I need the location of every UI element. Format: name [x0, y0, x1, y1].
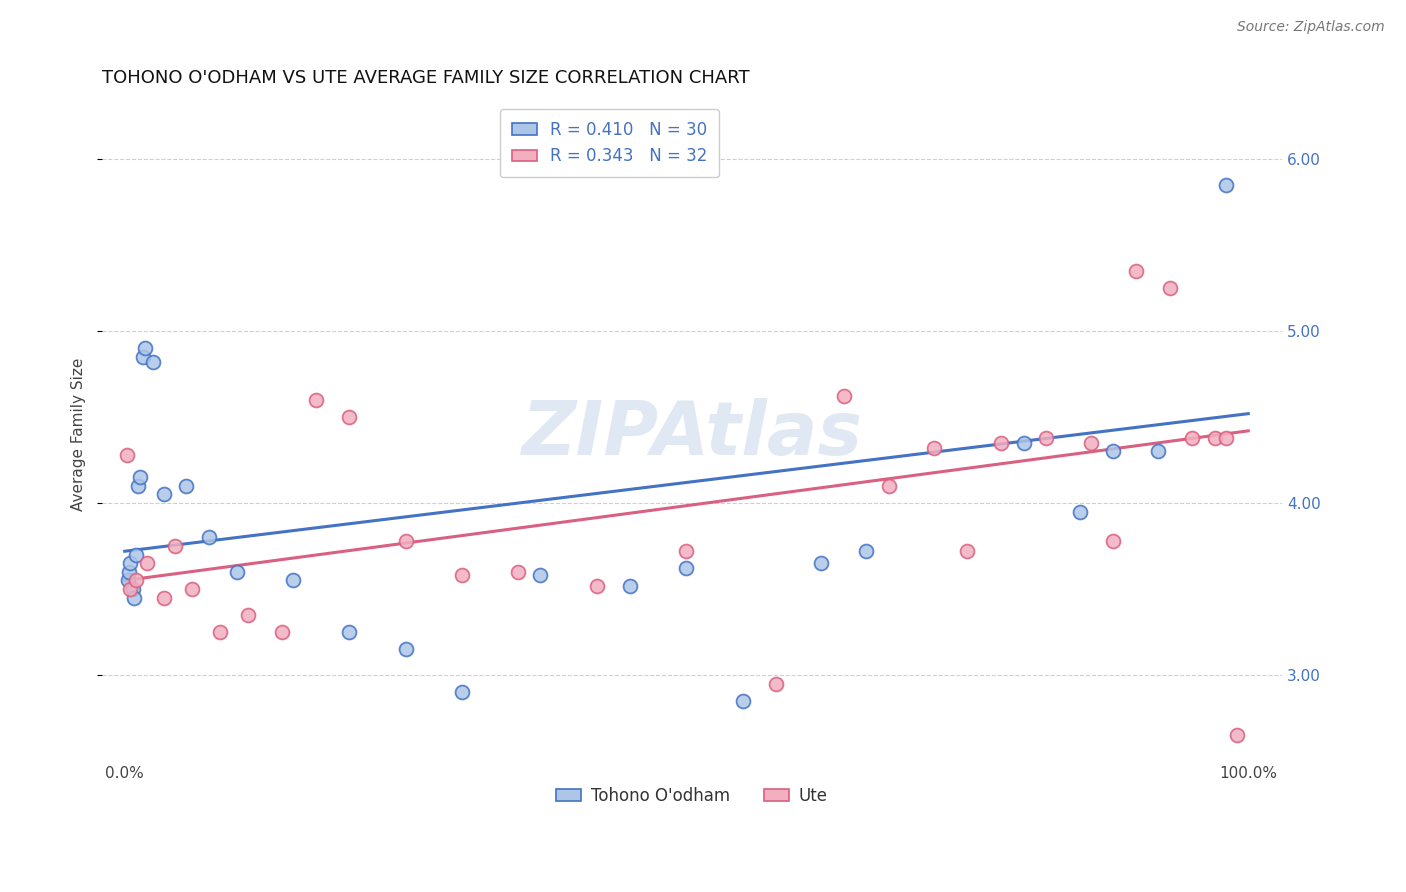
- Point: [117, 574, 139, 588]
- Point: [585, 579, 607, 593]
- Point: [1215, 178, 1237, 192]
- Point: [305, 392, 328, 407]
- Point: [127, 479, 149, 493]
- Text: Source: ZipAtlas.com: Source: ZipAtlas.com: [1237, 20, 1385, 34]
- Point: [153, 487, 176, 501]
- Point: [1035, 431, 1057, 445]
- Point: [120, 556, 142, 570]
- Point: [956, 544, 979, 558]
- Point: [394, 642, 416, 657]
- Point: [922, 441, 945, 455]
- Point: [134, 341, 156, 355]
- Point: [165, 539, 187, 553]
- Point: [142, 355, 165, 369]
- Point: [1102, 444, 1125, 458]
- Point: [198, 531, 221, 545]
- Point: [1125, 264, 1147, 278]
- Point: [394, 533, 416, 548]
- Point: [181, 582, 204, 596]
- Point: [1215, 431, 1237, 445]
- Point: [125, 548, 148, 562]
- Point: [121, 582, 143, 596]
- Point: [1204, 431, 1226, 445]
- Point: [619, 579, 641, 593]
- Point: [153, 591, 176, 605]
- Legend: Tohono O'odham, Ute: Tohono O'odham, Ute: [550, 780, 835, 812]
- Point: [115, 448, 138, 462]
- Point: [529, 568, 551, 582]
- Point: [450, 685, 472, 699]
- Point: [675, 544, 697, 558]
- Point: [731, 694, 754, 708]
- Point: [122, 591, 145, 605]
- Point: [1181, 431, 1204, 445]
- Point: [1102, 533, 1125, 548]
- Point: [990, 436, 1012, 450]
- Point: [855, 544, 877, 558]
- Point: [271, 625, 294, 640]
- Point: [238, 607, 260, 622]
- Point: [506, 565, 529, 579]
- Point: [877, 479, 900, 493]
- Point: [136, 556, 159, 570]
- Point: [765, 676, 787, 690]
- Point: [832, 389, 855, 403]
- Point: [339, 410, 361, 425]
- Point: [283, 574, 305, 588]
- Point: [176, 479, 198, 493]
- Point: [118, 565, 141, 579]
- Point: [226, 565, 249, 579]
- Point: [120, 582, 142, 596]
- Text: TOHONO O'ODHAM VS UTE AVERAGE FAMILY SIZE CORRELATION CHART: TOHONO O'ODHAM VS UTE AVERAGE FAMILY SIZ…: [103, 69, 749, 87]
- Point: [1226, 728, 1249, 742]
- Point: [1147, 444, 1170, 458]
- Point: [1012, 436, 1035, 450]
- Point: [129, 470, 152, 484]
- Point: [1069, 505, 1091, 519]
- Point: [1080, 436, 1102, 450]
- Text: ZIPAtlas: ZIPAtlas: [522, 398, 863, 471]
- Point: [450, 568, 472, 582]
- Y-axis label: Average Family Size: Average Family Size: [72, 358, 86, 511]
- Point: [675, 561, 697, 575]
- Point: [125, 574, 148, 588]
- Point: [1159, 281, 1181, 295]
- Point: [131, 350, 153, 364]
- Point: [209, 625, 232, 640]
- Point: [810, 556, 832, 570]
- Point: [339, 625, 361, 640]
